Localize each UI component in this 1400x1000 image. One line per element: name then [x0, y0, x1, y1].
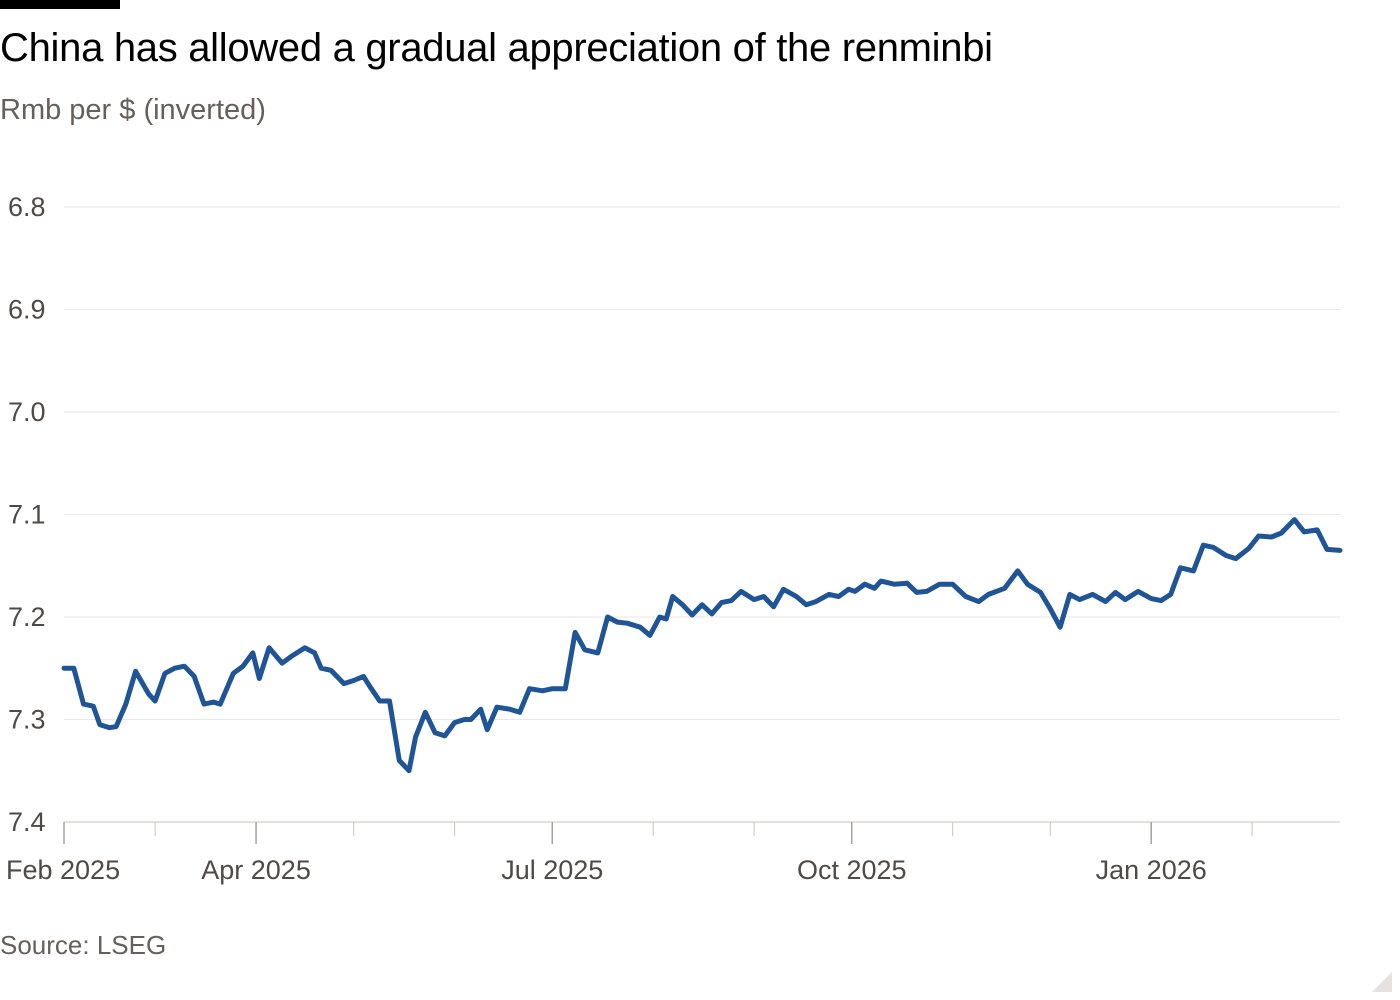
- x-axis: [63, 821, 1340, 844]
- chart-subtitle: Rmb per $ (inverted): [0, 94, 266, 126]
- grid-layer: [64, 206, 1340, 823]
- y-tick-label: 7.0: [8, 397, 46, 427]
- x-tick-label: Jul 2025: [501, 855, 603, 885]
- y-tick-label: 6.8: [8, 192, 46, 222]
- y-tick-label: 7.4: [8, 807, 46, 837]
- series-layer: [61, 517, 1343, 774]
- line-chart: 6.8 6.9 7.0 7.1 7.2 7.3 7.4 Feb 2025 Apr 2025 Jul…: [6, 192, 1343, 885]
- y-tick-label: 7.3: [8, 705, 46, 735]
- resize-corner-icon: [1372, 972, 1392, 992]
- chart-title: China has allowed a gradual appreciation…: [0, 26, 993, 70]
- x-tick-label: Apr 2025: [201, 855, 311, 885]
- x-tick-label: Oct 2025: [797, 855, 907, 885]
- y-tick-label: 7.2: [8, 602, 46, 632]
- x-tick-label: Jan 2026: [1096, 855, 1207, 885]
- y-tick-label: 7.1: [8, 500, 46, 530]
- brand-top-bar: [0, 0, 120, 9]
- x-tick-label: Feb 2025: [6, 855, 120, 885]
- series-line: [61, 517, 1343, 774]
- source-note: Source: LSEG: [0, 930, 167, 960]
- tick-labels: 6.8 6.9 7.0 7.1 7.2 7.3 7.4 Feb 2025 Apr 2025 Jul…: [6, 192, 1207, 885]
- y-tick-label: 6.9: [8, 295, 46, 325]
